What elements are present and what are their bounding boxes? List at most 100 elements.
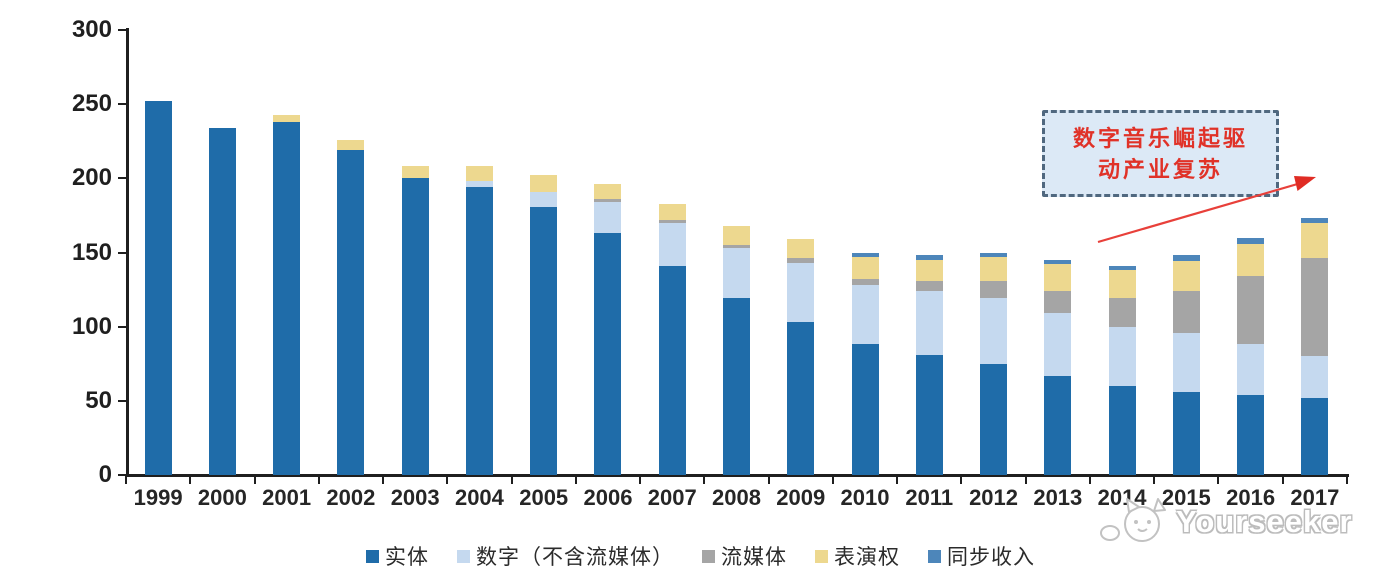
bar-segment-表演权-2003 <box>401 166 429 179</box>
x-axis-tick-label: 2010 <box>840 485 890 510</box>
bar-segment-数字（不含流媒体）-2010 <box>851 285 879 345</box>
bar-segment-实体-2009 <box>787 322 815 475</box>
x-axis-tick-label: 2011 <box>905 485 954 510</box>
x-axis-tick <box>253 476 256 484</box>
legend-swatch <box>457 549 470 563</box>
x-axis-tick-label: 2013 <box>1033 485 1083 510</box>
x-axis-tick-label: 2004 <box>454 485 504 510</box>
legend-label: 数字（不含流媒体） <box>476 546 674 569</box>
x-axis-tick <box>574 476 577 484</box>
bar-segment-实体-2006 <box>594 233 622 475</box>
x-axis-tick-label: 2001 <box>262 485 312 510</box>
bar-segment-同步收入-2010 <box>851 252 879 257</box>
bar-segment-表演权-2002 <box>337 139 365 151</box>
bar-segment-流媒体-2008 <box>723 245 750 249</box>
legend-item-数字（不含流媒体）: 数字（不含流媒体） <box>457 541 674 571</box>
legend-item-表演权: 表演权 <box>815 541 900 571</box>
bar-segment-表演权-2001 <box>273 114 301 122</box>
y-axis-tick <box>118 474 126 476</box>
bar-segment-实体-2015 <box>1172 391 1200 475</box>
bar-segment-数字（不含流媒体）-2017 <box>1301 356 1329 398</box>
bar-segment-流媒体-2014 <box>1108 298 1136 327</box>
bar-segment-实体-2001 <box>273 121 301 475</box>
bar-segment-表演权-2009 <box>787 239 815 259</box>
bar-segment-实体-2011 <box>915 354 943 475</box>
bar-segment-数字（不含流媒体）-2016 <box>1237 344 1265 395</box>
bar-segment-实体-1999 <box>144 101 172 475</box>
bar-segment-数字（不含流媒体）-2009 <box>787 262 815 323</box>
y-axis-tick <box>118 103 126 106</box>
x-axis-tick <box>189 476 192 484</box>
bar-segment-流媒体-2006 <box>594 199 622 203</box>
watermark: Yourseeker <box>1098 494 1388 549</box>
legend-swatch <box>366 549 379 563</box>
bar-segment-数字（不含流媒体）-2015 <box>1172 332 1200 392</box>
bar-segment-表演权-2016 <box>1237 243 1265 277</box>
bar-segment-同步收入-2015 <box>1172 255 1200 262</box>
bar-segment-表演权-2014 <box>1108 270 1136 299</box>
annotation-text-line2: 动产业复苏 <box>1097 156 1223 182</box>
bar-segment-数字（不含流媒体）-2008 <box>723 248 750 299</box>
y-axis-tick <box>118 325 126 328</box>
legend-item-实体: 实体 <box>366 541 429 571</box>
bar-segment-表演权-2012 <box>980 256 1008 281</box>
legend-item-流媒体: 流媒体 <box>702 541 787 571</box>
x-axis-tick-label: 2000 <box>197 485 247 510</box>
bar-segment-实体-2017 <box>1301 397 1329 475</box>
legend-item-同步收入: 同步收入 <box>928 541 1035 571</box>
x-axis-tick-label: 2006 <box>583 485 633 510</box>
y-axis-tick <box>118 399 126 402</box>
bar-segment-实体-2007 <box>658 265 686 475</box>
bar-segment-数字（不含流媒体）-2004 <box>465 181 493 188</box>
legend-swatch <box>815 549 828 563</box>
y-axis-line <box>126 28 129 477</box>
y-axis-tick-label: 150 <box>71 238 112 266</box>
x-axis-tick-label: 2002 <box>326 485 376 510</box>
annotation-text-line1: 数字音乐崛起驱 <box>1072 125 1248 151</box>
bar-segment-数字（不含流媒体）-2012 <box>980 298 1008 364</box>
bar-segment-实体-2005 <box>530 206 558 475</box>
bar-segment-表演权-2011 <box>915 259 943 281</box>
bar-segment-表演权-2017 <box>1301 222 1329 259</box>
x-axis-line <box>126 474 1349 477</box>
x-axis-tick-label: 2005 <box>519 485 569 510</box>
x-axis-tick-label: 2017 <box>1290 485 1340 510</box>
x-axis-tick <box>960 476 963 484</box>
bar-segment-同步收入-2014 <box>1108 265 1136 271</box>
x-axis-tick <box>831 476 834 484</box>
annotation-callout: 数字音乐崛起驱 动产业复苏 <box>1042 110 1279 197</box>
y-axis-tick-label: 200 <box>71 164 112 192</box>
x-axis-tick-label: 2015 <box>1161 485 1211 510</box>
x-axis-tick <box>510 476 513 484</box>
bar-segment-表演权-2006 <box>594 184 622 200</box>
chart-legend: 实体 数字（不含流媒体） 流媒体 表演权 同步收入 <box>366 541 1035 571</box>
x-axis-tick <box>317 476 320 484</box>
bar-segment-流媒体-2011 <box>915 280 943 292</box>
bar-segment-实体-2013 <box>1044 375 1072 475</box>
y-axis-tick-label: 250 <box>71 90 112 118</box>
bar-segment-实体-2012 <box>980 363 1008 475</box>
legend-swatch <box>702 549 715 563</box>
bar-segment-数字（不含流媒体）-2005 <box>530 191 558 207</box>
bar-segment-数字（不含流媒体）-2011 <box>915 291 943 355</box>
x-axis-tick <box>1281 476 1284 484</box>
legend-label: 实体 <box>385 546 429 569</box>
bar-segment-表演权-2013 <box>1044 264 1072 292</box>
x-axis-tick-label: 2008 <box>712 485 761 510</box>
x-axis-tick <box>446 476 449 484</box>
y-axis-tick <box>118 251 126 254</box>
x-axis-tick <box>125 476 127 484</box>
x-axis-tick <box>1217 476 1220 484</box>
bar-segment-数字（不含流媒体）-2006 <box>594 202 622 234</box>
bar-segment-数字（不含流媒体）-2007 <box>658 222 686 266</box>
bar-segment-同步收入-2011 <box>915 255 943 260</box>
bar-segment-实体-2010 <box>851 344 879 475</box>
bar-segment-同步收入-2016 <box>1237 237 1265 244</box>
bar-segment-流媒体-2007 <box>658 219 686 223</box>
bar-segment-数字（不含流媒体）-2014 <box>1108 326 1136 386</box>
x-axis-tick-label: 1999 <box>133 485 183 510</box>
bar-segment-流媒体-2015 <box>1172 291 1200 333</box>
x-axis-tick-label: 2009 <box>776 485 826 510</box>
bar-segment-流媒体-2016 <box>1237 276 1265 345</box>
